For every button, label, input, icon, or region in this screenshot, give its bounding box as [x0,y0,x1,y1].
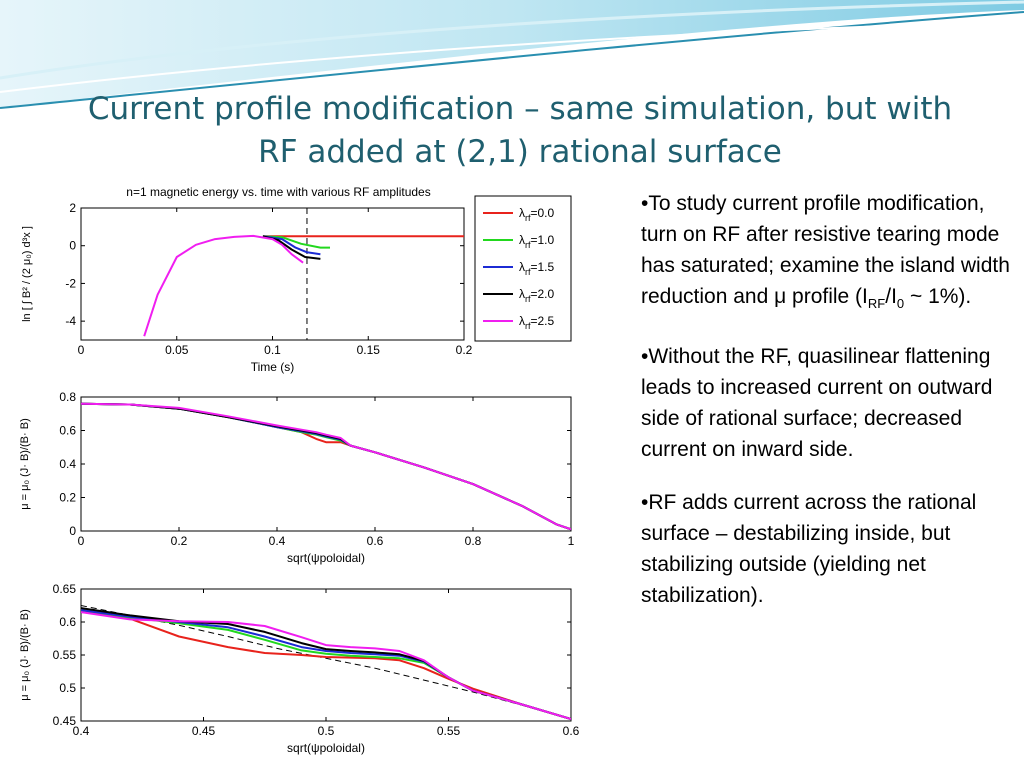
chart-1-series-group [143,234,464,337]
bullet-1-text-end: ~ 1%). [904,285,972,308]
slide-title-line-1: Current profile modification – same simu… [87,91,953,127]
series-line--rf-1-0 [262,235,330,249]
legend-subscript: rf [525,267,531,277]
bullet-1-subscript-rf: RF [867,296,886,312]
legend-entry: λrf=2.0 [519,287,555,304]
series-line--rf-1-5 [262,235,321,256]
legend-value: =2.5 [531,314,555,328]
x-axis-label: sqrt(ψpoloidal) [287,551,365,565]
legend-value: =1.0 [531,233,555,247]
x-axis-label: Time (s) [251,360,295,374]
y-axis-label: μ = μ₀ (J· B)/(B· B) [19,418,31,510]
header-wave-line-white [0,21,1024,93]
x-tick-label: 0.8 [465,534,482,548]
legend-entry: λrf=1.0 [519,233,555,250]
y-tick-label: 0.6 [59,424,76,438]
chart-3-series-group [81,605,571,720]
x-tick-label: 0 [78,534,85,548]
chart-2-plot-frame [80,396,572,532]
y-tick-label: 0.8 [59,390,76,404]
bullet-1-text: •To study current profile modification, … [641,192,1016,308]
legend-entry: λrf=1.5 [519,260,555,277]
legend-symbol: λ [519,260,525,274]
x-tick-label: 0.1 [264,343,281,357]
series-line--rf-2-5 [81,611,571,720]
y-tick-label: -4 [65,314,76,328]
legend-symbol: λ [519,233,525,247]
legend-value: =1.5 [531,260,555,274]
legend-value: =0.0 [531,206,555,220]
x-tick-label: 0.4 [73,724,90,738]
y-axis-label: ln [ ∫ B² / (2 μ₀) d³x ] [21,226,33,322]
y-tick-label: 0.45 [53,714,77,728]
header-wave-fill [0,0,1024,108]
x-tick-label: 0.45 [192,724,216,738]
y-tick-label: 2 [69,201,76,215]
y-tick-label: 0.5 [59,681,76,695]
header-wave-line-light [0,0,1024,80]
bullet-3: •RF adds current across the rational sur… [641,491,977,608]
legend-entry: λrf=0.0 [519,206,555,223]
bullet-list: •To study current profile modification, … [641,188,1011,633]
chart-title: n=1 magnetic energy vs. time with variou… [126,185,430,199]
series-line--rf-2-5 [81,402,571,531]
legend-symbol: λ [519,206,525,220]
bullet-2: •Without the RF, quasilinear flattening … [641,345,993,462]
x-axis-label: sqrt(ψpoloidal) [287,741,365,755]
legend-subscript: rf [525,294,531,304]
chart-1: 0 0.05 0.1 0.15 0.2 2 0 -2 -4 n=1 magnetic energy… [21,185,572,374]
legend-symbol: λ [519,314,525,328]
x-tick-label: 0.6 [563,724,580,738]
x-tick-label: 0.4 [269,534,286,548]
chart-1-plot-frame [80,207,465,341]
y-tick-label: 0.4 [59,457,76,471]
legend-entry: λrf=2.5 [519,314,555,331]
bullet-1: •To study current profile modification, … [641,188,1011,319]
x-tick-label: 0 [78,343,85,357]
legend-subscript: rf [525,213,531,223]
legend-subscript: rf [525,321,531,331]
x-tick-label: 0.55 [437,724,461,738]
x-tick-label: 1 [568,534,575,548]
slide-title: Current profile modification – same simu… [40,88,1000,174]
y-tick-label: 0 [69,524,76,538]
chart-3-plot-frame [80,588,572,722]
chart-2-series-group [81,402,571,531]
y-tick-label: -2 [65,276,76,290]
legend-box [474,195,572,342]
y-axis-label: μ = μ₀ (J· B)/(B· B) [19,609,31,701]
legend-subscript: rf [525,240,531,250]
chart-3: 0.4 0.45 0.5 0.55 0.60.650.60.550.50.45sqrt(… [19,582,580,755]
x-tick-label: 0.6 [367,534,384,548]
x-tick-label: 0.5 [318,724,335,738]
x-tick-label: 0.05 [165,343,189,357]
bullet-1-text-mid: /I [885,285,897,308]
y-tick-label: 0.65 [53,582,77,596]
bullet-1-subscript-0: 0 [896,296,905,312]
legend-symbol: λ [519,287,525,301]
chart-2: 0 0.2 0.4 0.6 0.8 1 0.8 0.6 0.4 0.2 0 sqrt(ψpoloida… [19,390,575,565]
y-tick-label: 0.55 [53,648,77,662]
header-wave-line-dark [0,11,1024,109]
y-tick-label: 0 [69,239,76,253]
x-tick-label: 0.2 [456,343,473,357]
x-tick-label: 0.15 [357,343,381,357]
x-tick-label: 0.2 [171,534,188,548]
slide-title-line-2: RF added at (2,1) rational surface [258,134,782,170]
legend-value: =2.0 [531,287,555,301]
series-line--rf-2-5 [143,234,304,337]
y-tick-label: 0.2 [59,491,76,505]
y-tick-label: 0.6 [59,615,76,629]
